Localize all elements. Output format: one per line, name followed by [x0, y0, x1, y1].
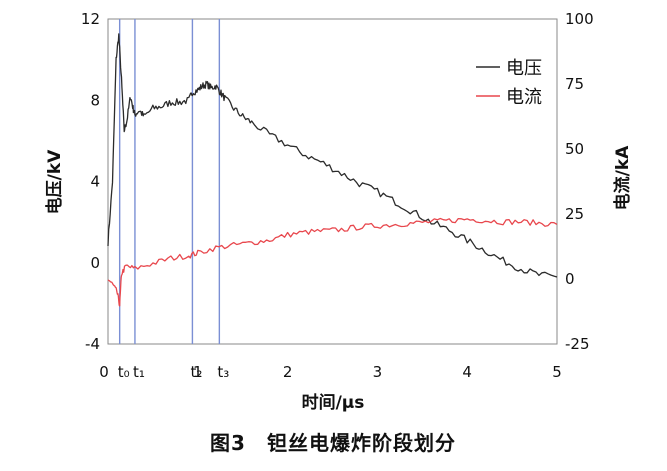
y-right-tick-5: 100: [565, 10, 594, 28]
y-right-axis-title: 电流/kA: [612, 145, 633, 211]
y-left-tick-3: 8: [90, 91, 100, 109]
x-tick-0: 0: [99, 363, 109, 381]
marker-label-2: t₂: [190, 363, 202, 381]
legend-label-current: 电流: [506, 87, 542, 108]
y-left-tick-4: 12: [81, 10, 100, 28]
marker-label-1: t₁: [133, 363, 145, 381]
x-axis-title: 时间/μs: [302, 392, 365, 413]
marker-label-3: t₃: [217, 363, 229, 381]
y-left-tick-1: 0: [90, 254, 100, 272]
x-tick-4: 4: [462, 363, 472, 381]
legend: 电压 电流: [476, 58, 542, 108]
figure-caption: 图3 钽丝电爆炸阶段划分: [210, 431, 456, 455]
x-tick-3: 3: [373, 363, 383, 381]
y-right-tick-4: 75: [565, 75, 584, 93]
legend-label-voltage: 电压: [506, 58, 542, 79]
y-right-tick-3: 50: [565, 140, 584, 158]
marker-label-0: t₀: [118, 363, 130, 381]
y-right-tick-2: 25: [565, 205, 584, 223]
y-right-tick-0: -25: [565, 335, 590, 353]
y-left-axis-title: 电压/kV: [44, 149, 65, 215]
y-left-tick-0: -4: [85, 335, 100, 353]
series-line-1: [107, 217, 558, 307]
plot-area: [107, 18, 558, 345]
marker-lines: [118, 19, 221, 344]
y-right-tick-1: 0: [565, 270, 575, 288]
x-tick-1: 1: [193, 363, 203, 381]
x-tick-5: 5: [552, 363, 562, 381]
series-layer: [107, 33, 558, 307]
y-left-tick-2: 4: [90, 173, 100, 191]
x-tick-2: 2: [283, 363, 293, 381]
